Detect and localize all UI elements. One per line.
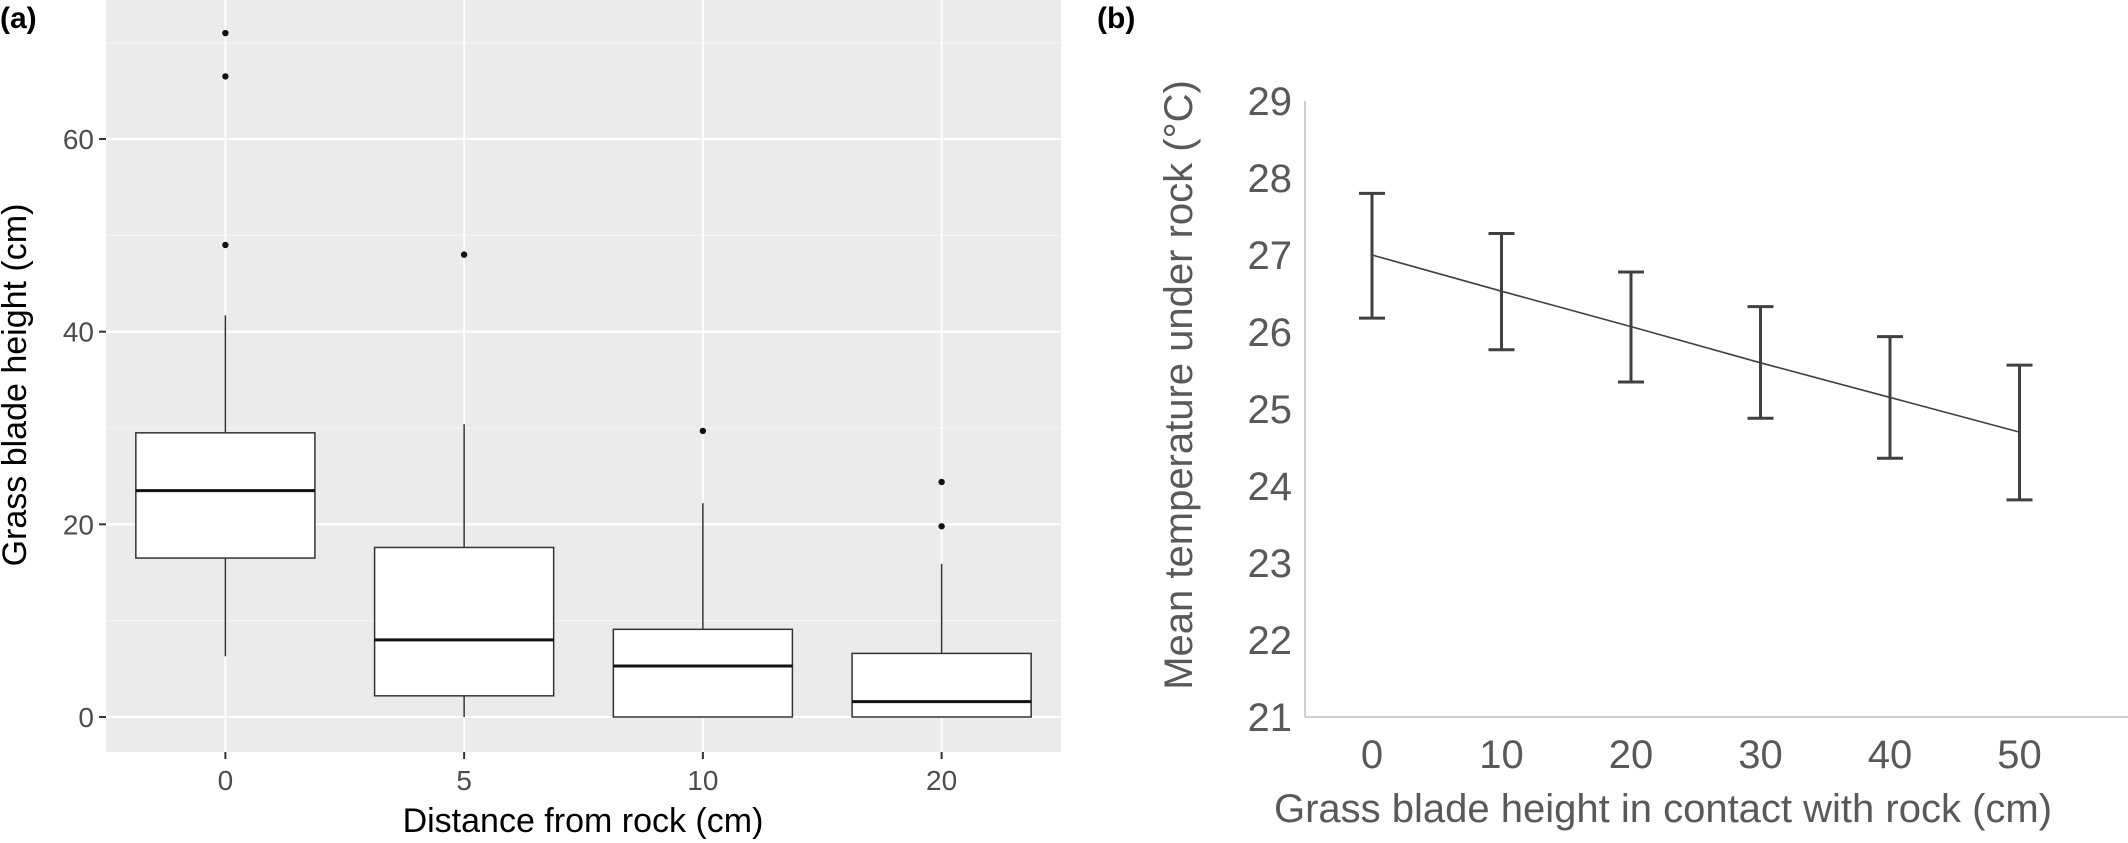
panel-b-y-tick-label: 22 <box>1248 619 1293 663</box>
panel-a-x-tick-label: 0 <box>218 765 234 796</box>
panel-a-y-tick-label: 0 <box>78 702 94 733</box>
panel-a-x-axis-label: Distance from rock (cm) <box>403 802 764 840</box>
panel-a-y-tick-label: 60 <box>63 124 94 155</box>
panel-b-label: (b) <box>1097 2 1135 35</box>
panel-a-box <box>851 652 1032 718</box>
panel-a-x-tick-label: 5 <box>456 765 472 796</box>
panel-a-label: (a) <box>0 2 37 35</box>
panel-a-box <box>373 546 555 697</box>
panel-a-outlier-point <box>222 73 229 80</box>
panel-b-axes <box>1304 101 2128 718</box>
panel-b-x-tick-label: 10 <box>1479 733 1524 777</box>
panel-b-y-tick-label: 27 <box>1248 234 1293 278</box>
panel-b-x-tick-label: 0 <box>1361 733 1383 777</box>
panel-b-x-tick-label: 20 <box>1609 733 1654 777</box>
panel-a-outlier-point <box>460 251 468 258</box>
panel-a-box <box>135 432 316 559</box>
panel-a-outlier-point <box>699 427 707 435</box>
panel-a-outlier-point <box>938 478 945 486</box>
panel-a-boxes <box>135 29 1032 718</box>
panel-a-plot-background <box>106 0 1061 752</box>
panel-a-x-tick-label: 10 <box>687 765 718 796</box>
panel-a-outlier-point <box>938 523 945 530</box>
panel-b-y-tick-label: 29 <box>1248 80 1293 124</box>
panel-a-y-tick-label: 20 <box>63 509 94 540</box>
panel-b-x-axis-label: Grass blade height in contact with rock … <box>1274 787 2052 831</box>
panel-a-x-ticks: 0 5 10 20 <box>218 752 957 796</box>
panel-b-x-ticks: 0 10 20 30 40 50 <box>1361 733 2042 777</box>
panel-b-y-tick-label: 21 <box>1248 696 1293 740</box>
panel-a-x-tick-label: 20 <box>926 765 957 796</box>
panel-b-y-ticks: 21 22 23 24 25 26 27 28 29 <box>1248 80 1293 740</box>
panel-b-y-tick-label: 26 <box>1248 311 1293 355</box>
panel-a-outlier-point <box>222 29 229 37</box>
panel-a-box <box>612 628 794 718</box>
panel-a-y-ticks: 0 20 40 60 <box>63 124 106 733</box>
panel-a-outlier-point <box>222 241 229 249</box>
panel-b-y-tick-label: 25 <box>1248 388 1293 432</box>
panel-b-y-tick-label: 28 <box>1248 157 1293 201</box>
panel-b-series <box>1359 191 2033 502</box>
panel-b-x-tick-label: 50 <box>1997 733 2042 777</box>
panel-a-y-tick-label: 40 <box>63 317 94 348</box>
panel-b-x-tick-label: 30 <box>1738 733 1783 777</box>
panel-b-y-axis-label: Mean temperature under rock (°C) <box>1157 80 1201 690</box>
panel-a-y-axis-label: Grass blade height (cm) <box>0 204 34 567</box>
panel-b-y-tick-label: 23 <box>1248 542 1293 586</box>
panel-b: (b) 21 22 23 24 25 26 27 28 29 0 10 20 30 40 50 Grass… <box>1097 2 2128 831</box>
panel-b-series-line <box>1371 254 2020 433</box>
panel-b-y-tick-label: 24 <box>1248 465 1293 509</box>
panel-b-x-tick-label: 40 <box>1868 733 1913 777</box>
panel-a: (a) 0 20 40 60 0 5 10 20 Distance from rock (c… <box>0 0 1061 840</box>
